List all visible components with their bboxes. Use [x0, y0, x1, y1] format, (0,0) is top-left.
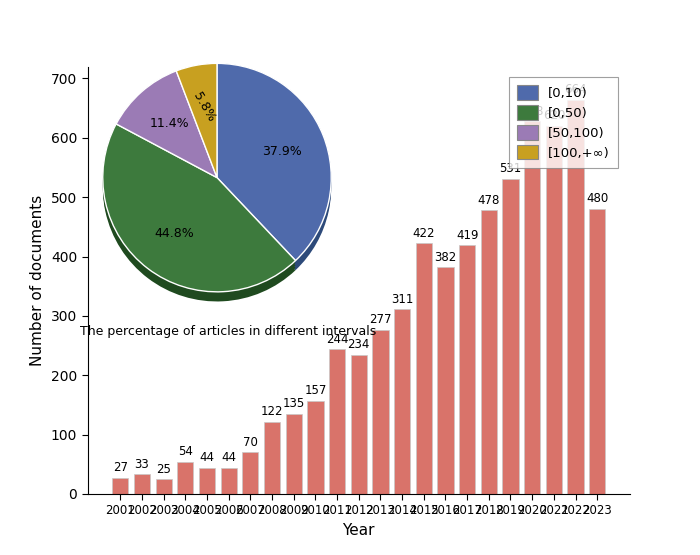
Bar: [134, 475, 150, 494]
Wedge shape: [217, 73, 331, 270]
Text: 664: 664: [564, 83, 587, 96]
Text: 277: 277: [369, 313, 392, 326]
Bar: [503, 179, 519, 494]
Bar: [286, 414, 302, 494]
Wedge shape: [103, 131, 295, 299]
Text: 44.8%: 44.8%: [155, 226, 195, 240]
Text: 234: 234: [348, 339, 370, 351]
Wedge shape: [116, 71, 217, 178]
Bar: [481, 210, 497, 494]
Bar: [112, 478, 128, 494]
Bar: [242, 452, 258, 494]
Bar: [329, 349, 345, 494]
Wedge shape: [217, 63, 331, 260]
Wedge shape: [116, 78, 217, 185]
Wedge shape: [176, 66, 217, 180]
Text: 311: 311: [391, 293, 413, 306]
Y-axis label: Number of documents: Number of documents: [30, 195, 46, 366]
Wedge shape: [103, 134, 295, 301]
Text: 382: 382: [434, 251, 456, 264]
Bar: [155, 479, 172, 494]
Text: 44: 44: [199, 451, 214, 465]
Text: 157: 157: [304, 384, 327, 397]
Bar: [394, 309, 410, 494]
Wedge shape: [176, 63, 217, 178]
Bar: [568, 100, 584, 494]
Wedge shape: [103, 124, 295, 292]
Wedge shape: [116, 80, 217, 187]
Bar: [199, 468, 215, 494]
Bar: [438, 267, 454, 494]
Text: 54: 54: [178, 445, 193, 458]
Bar: [220, 468, 237, 494]
Bar: [546, 126, 562, 494]
Text: 135: 135: [283, 397, 304, 410]
Text: 122: 122: [261, 405, 284, 418]
Text: 531: 531: [499, 162, 522, 175]
Wedge shape: [116, 73, 217, 180]
Text: 11.4%: 11.4%: [149, 117, 189, 130]
Text: 419: 419: [456, 229, 478, 241]
Wedge shape: [217, 63, 331, 260]
Wedge shape: [116, 71, 217, 178]
Text: 27: 27: [113, 461, 128, 475]
Text: 480: 480: [586, 193, 608, 205]
Bar: [307, 401, 323, 494]
Text: 628: 628: [521, 105, 543, 118]
Wedge shape: [103, 127, 295, 294]
Text: 44: 44: [221, 451, 236, 465]
Wedge shape: [217, 66, 331, 263]
Text: 422: 422: [412, 227, 435, 240]
Wedge shape: [176, 68, 217, 183]
Wedge shape: [103, 129, 295, 296]
Wedge shape: [116, 75, 217, 183]
Wedge shape: [176, 70, 217, 185]
Bar: [351, 355, 367, 494]
Bar: [524, 121, 540, 494]
Bar: [372, 330, 389, 494]
Text: 70: 70: [243, 436, 258, 449]
Text: The percentage of articles in different intervals: The percentage of articles in different …: [80, 325, 377, 337]
Bar: [416, 244, 432, 494]
Wedge shape: [217, 68, 331, 265]
Wedge shape: [217, 70, 331, 268]
Text: 25: 25: [156, 462, 171, 476]
Wedge shape: [176, 63, 217, 178]
Bar: [177, 462, 193, 494]
Text: 478: 478: [477, 194, 500, 206]
Wedge shape: [176, 73, 217, 187]
Legend: [0,10), [0,50), [50,100), [100,+∞): [0,10), [0,50), [50,100), [100,+∞): [509, 78, 618, 168]
Text: 5.8%: 5.8%: [190, 89, 218, 124]
X-axis label: Year: Year: [342, 523, 375, 538]
Bar: [264, 422, 280, 494]
Text: 37.9%: 37.9%: [262, 145, 302, 158]
Bar: [589, 209, 606, 494]
Text: 244: 244: [326, 332, 349, 346]
Text: 620: 620: [542, 109, 565, 123]
Bar: [459, 245, 475, 494]
Text: 33: 33: [134, 458, 149, 471]
Wedge shape: [103, 124, 295, 292]
